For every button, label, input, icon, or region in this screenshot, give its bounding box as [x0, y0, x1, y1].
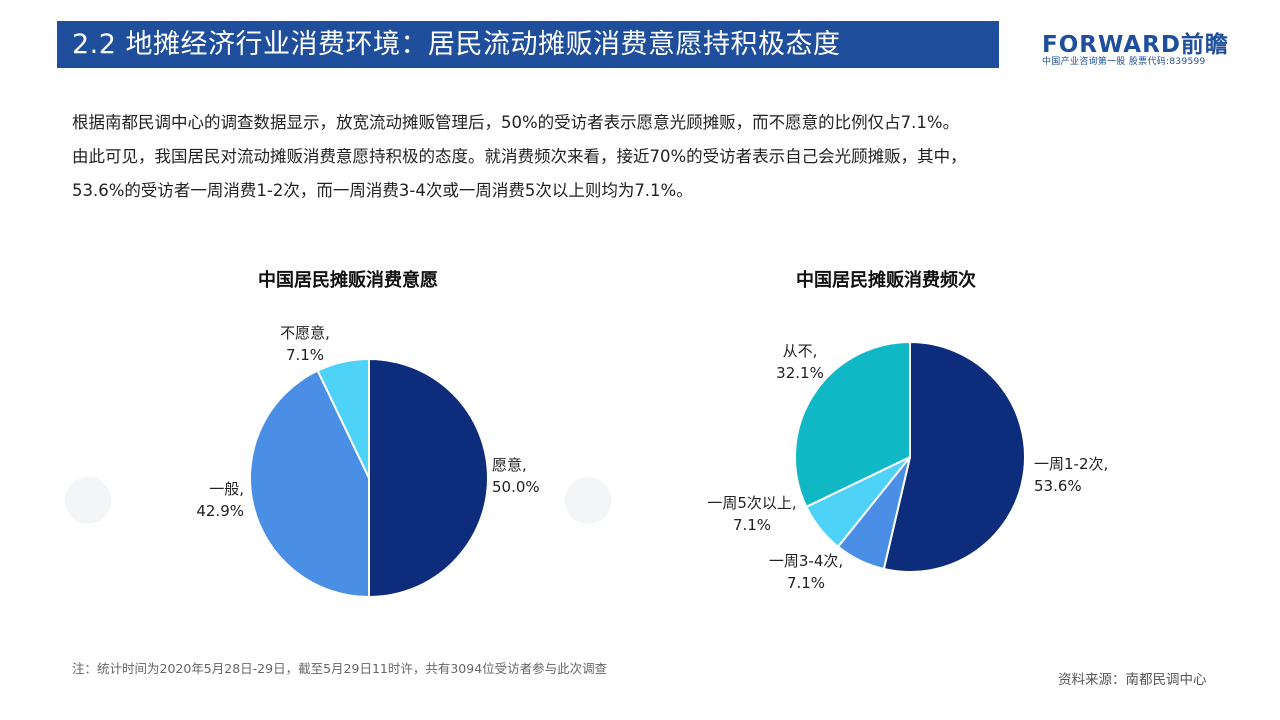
chart-willingness-title: 中国居民摊贩消费意愿	[258, 270, 438, 291]
pie2-label-1: 一周1-2次, 53.6%	[1034, 455, 1108, 495]
pie2-slice-4	[794, 340, 911, 509]
intro-paragraph-3: 53.6%的受访者一周消费1-2次，而一周消费3-4次或一周消费5次以上则均为7…	[72, 181, 693, 200]
footnote: 注：统计时间为2020年5月28日-29日，截至5月29日11时许，共有3094…	[72, 661, 608, 676]
intro-paragraph-2: 由此可见，我国居民对流动摊贩消费意愿持积极的态度。就消费频次来看，接近70%的受…	[72, 147, 967, 166]
title-band	[50, 21, 999, 68]
pie1-label-1: 愿意, 50.0%	[492, 456, 540, 496]
header-bar: 2.2 地摊经济行业消费环境：居民流动摊贩消费意愿持积极态度 FORWARD前瞻…	[0, 0, 1280, 78]
pie2-label-3: 一周5次以上, 7.1%	[707, 494, 796, 534]
pie1-label-3: 不愿意, 7.1%	[280, 324, 330, 364]
pie1-slice-3	[316, 357, 370, 479]
pie1-slice-2	[249, 369, 370, 599]
logo-tagline: 中国产业咨询第一股 股票代码:839599	[1042, 57, 1206, 67]
pie1-slice-1	[368, 357, 489, 599]
pie2-slice-1	[882, 340, 1026, 573]
pie2-label-2: 一周3-4次, 7.1%	[769, 552, 843, 592]
intro-text: 根据南都民调中心的调查数据显示，放宽流动摊贩管理后，50%的受访者表示愿意光顾摊…	[72, 106, 1222, 208]
data-source: 资料来源：南都民调中心	[1058, 672, 1207, 688]
forward-logo: FORWARD前瞻	[1042, 32, 1229, 58]
pie2-label-4: 从不, 32.1%	[776, 342, 824, 382]
page-title: 2.2 地摊经济行业消费环境：居民流动摊贩消费意愿持积极态度	[72, 29, 841, 60]
intro-paragraph-1: 根据南都民调中心的调查数据显示，放宽流动摊贩管理后，50%的受访者表示愿意光顾摊…	[72, 113, 960, 132]
pie1-label-2: 一般, 42.9%	[196, 480, 244, 520]
chart-frequency-title: 中国居民摊贩消费频次	[796, 270, 976, 291]
title-accent-bar	[50, 21, 57, 68]
